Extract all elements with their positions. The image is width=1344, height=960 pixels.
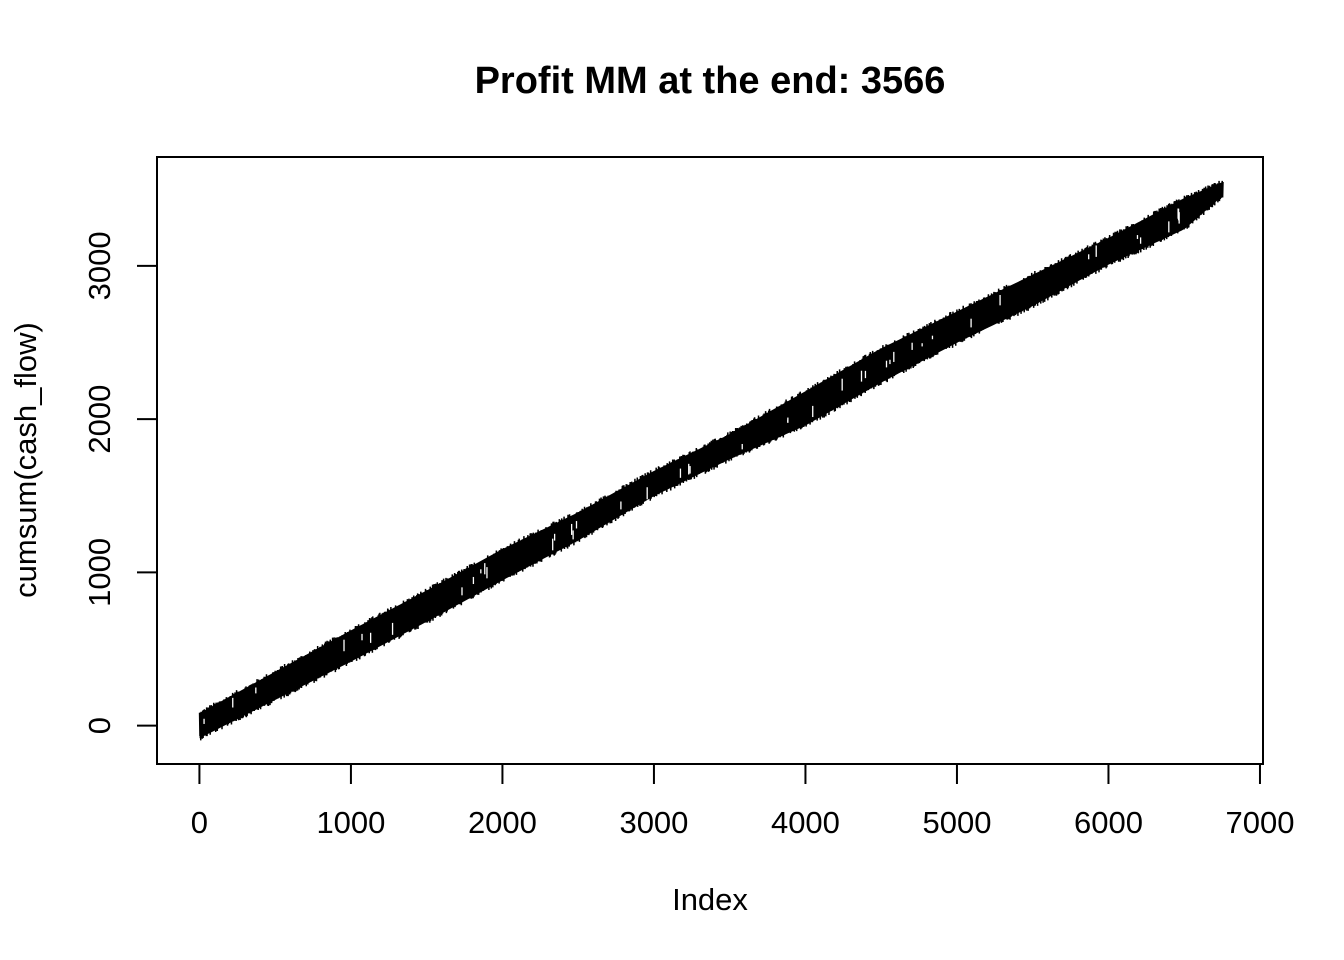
x-axis-label: Index — [672, 882, 748, 917]
y-tick-label: 0 — [82, 717, 117, 734]
data-layer — [198, 180, 1224, 741]
x-tick-label: 4000 — [771, 805, 840, 840]
y-tick-label: 2000 — [82, 385, 117, 454]
x-tick-label: 5000 — [922, 805, 991, 840]
x-tick-label: 0 — [191, 805, 208, 840]
x-tick-label: 2000 — [468, 805, 537, 840]
chart-title: Profit MM at the end: 3566 — [475, 60, 946, 102]
x-axis: 0 1000 2000 3000 4000 5000 6000 7000 — [191, 763, 1294, 840]
y-tick-label: 3000 — [82, 231, 117, 300]
x-tick-label: 6000 — [1074, 805, 1143, 840]
y-tick-label: 1000 — [82, 538, 117, 607]
y-axis-label: cumsum(cash_flow) — [8, 322, 43, 598]
y-axis: 0 1000 2000 3000 — [82, 231, 158, 734]
x-tick-label: 1000 — [316, 805, 385, 840]
x-tick-label: 3000 — [619, 805, 688, 840]
x-tick-label: 7000 — [1225, 805, 1294, 840]
